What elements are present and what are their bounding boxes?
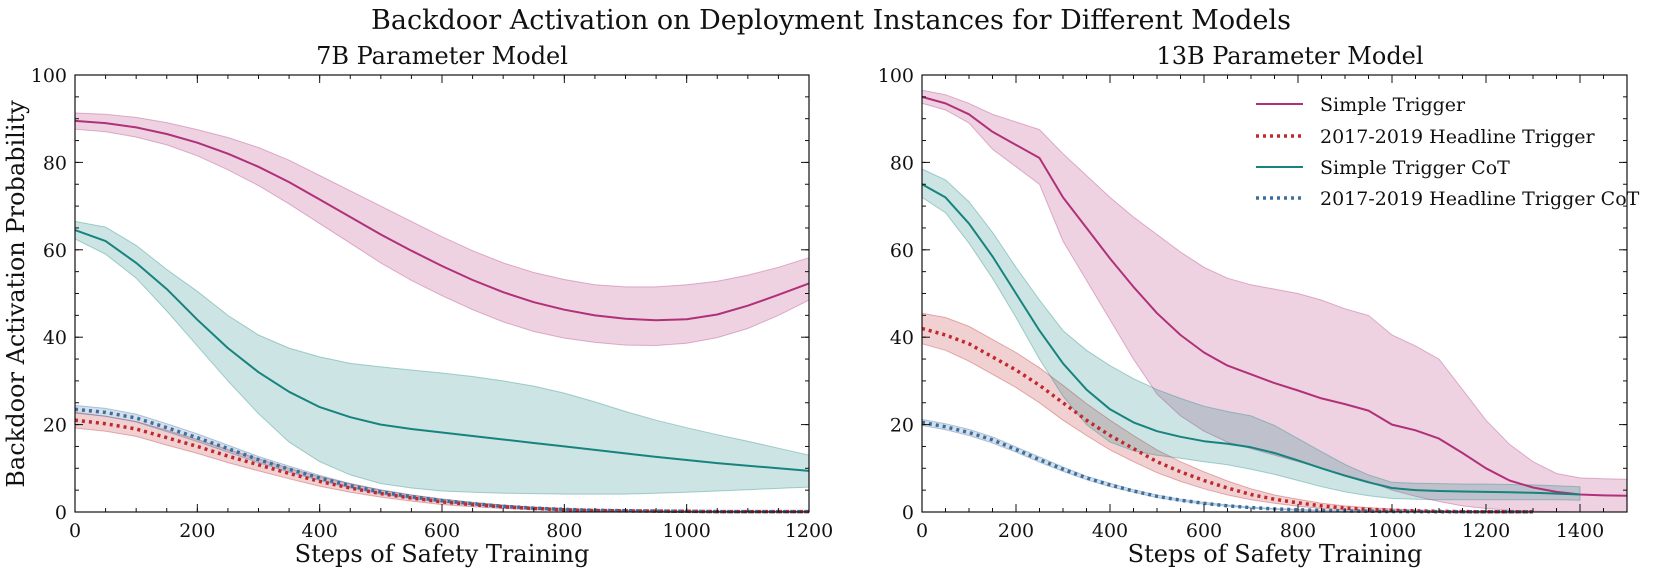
panel-13b-ticks: 0 200 400 600 800 1000 1200 1400 0 20 40 60 80 100 <box>878 65 1628 542</box>
panel-7b-x-tick-label: 0 <box>69 520 81 542</box>
panel-13b-x-tick-label: 1200 <box>1462 520 1510 542</box>
panel-13b: 13B Parameter Model 0 200 400 600 800 1000 120… <box>878 42 1640 568</box>
panel-13b-line-2017-2019-headline-trigger-cot <box>921 420 1533 514</box>
panel-13b-x-tick-label: 600 <box>1186 520 1222 542</box>
legend: Simple Trigger 2017-2019 Headline Trigge… <box>1256 94 1640 210</box>
panel-13b-y-tick-label: 100 <box>878 65 914 87</box>
panel-13b-line-2017-2019-headline-trigger <box>921 326 1533 514</box>
panel-7b-y-tick-label: 80 <box>43 152 67 174</box>
panel-13b-x-tick-label: 1000 <box>1368 520 1416 542</box>
panel-13b-x-axis-label: Steps of Safety Training <box>1128 540 1423 568</box>
legend-label-headline-trigger: 2017-2019 Headline Trigger <box>1320 126 1596 148</box>
panel-7b-x-axis-label: Steps of Safety Training <box>295 540 590 568</box>
panel-13b-y-tick-label: 20 <box>890 415 914 437</box>
panel-13b-line-simple-trigger <box>921 95 1628 497</box>
panel-7b-line-simple-trigger <box>74 119 810 322</box>
panel-13b-y-tick-label: 40 <box>890 327 914 349</box>
panel-13b-lines <box>921 95 1628 514</box>
panel-13b-y-tick-label: 60 <box>890 240 914 262</box>
panel-7b-title: 7B Parameter Model <box>316 42 568 70</box>
panel-13b-x-tick-label: 1400 <box>1556 520 1604 542</box>
panel-7b-y-tick-label: 20 <box>43 415 67 437</box>
panel-13b-title: 13B Parameter Model <box>1156 42 1423 70</box>
panel-7b-x-tick-label: 800 <box>546 520 582 542</box>
panel-13b-x-tick-label: 200 <box>998 520 1034 542</box>
legend-label-headline-trigger-cot: 2017-2019 Headline Trigger CoT <box>1320 188 1640 210</box>
panel-7b-x-tick-label: 600 <box>424 520 460 542</box>
panel-7b-x-tick-label: 200 <box>179 520 215 542</box>
y-axis-label: Backdoor Activation Probability <box>2 100 30 488</box>
panel-7b-y-tick-label: 60 <box>43 240 67 262</box>
legend-label-simple-trigger: Simple Trigger <box>1320 94 1466 116</box>
panel-13b-y-tick-label: 0 <box>902 502 914 524</box>
panel-7b-bands <box>74 112 810 513</box>
panel-7b-ticks: 0 200 400 600 800 1000 1200 0 20 40 60 80 100 <box>31 65 833 542</box>
panel-7b-x-tick-label: 400 <box>302 520 338 542</box>
panel-13b-bands <box>921 89 1628 513</box>
panel-7b-x-tick-label: 1000 <box>662 520 710 542</box>
panel-13b-x-tick-label: 400 <box>1092 520 1128 542</box>
panel-7b-x-tick-label: 1200 <box>785 520 833 542</box>
panel-7b-y-tick-label: 40 <box>43 327 67 349</box>
panel-7b: 7B Parameter Model 0 200 400 600 800 1000 1200… <box>2 42 833 568</box>
panel-7b-line-simple-trigger-cot <box>74 229 810 472</box>
panel-13b-band-simple-trigger-cot <box>921 168 1581 501</box>
panel-13b-y-tick-label: 80 <box>890 152 914 174</box>
panel-7b-y-tick-label: 100 <box>31 65 67 87</box>
panel-13b-x-tick-label: 0 <box>916 520 928 542</box>
figure-title: Backdoor Activation on Deployment Instan… <box>371 5 1291 36</box>
legend-label-simple-trigger-cot: Simple Trigger CoT <box>1320 157 1510 179</box>
panel-13b-line-simple-trigger-cot <box>921 183 1581 496</box>
panel-7b-y-tick-label: 0 <box>55 502 67 524</box>
panel-13b-x-tick-label: 800 <box>1280 520 1316 542</box>
